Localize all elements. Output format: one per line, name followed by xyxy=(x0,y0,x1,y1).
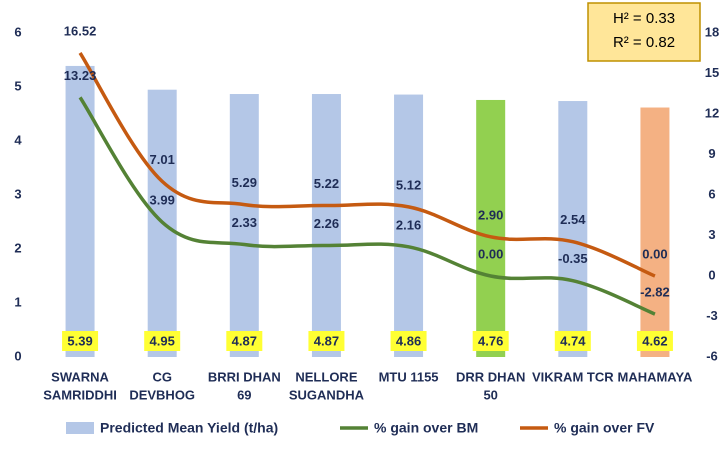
y2-tick-label: 6 xyxy=(708,186,715,201)
value-label-box xyxy=(636,331,673,351)
value-label: 7.01 xyxy=(150,152,175,167)
y-tick-label: 6 xyxy=(14,24,21,39)
y2-tick-label: 12 xyxy=(705,105,719,120)
value-label-box xyxy=(144,331,181,351)
x-tick-label: CG xyxy=(152,369,172,384)
y-tick-label: 5 xyxy=(14,78,21,93)
x-tick-label: SUGANDHA xyxy=(289,387,365,402)
value-label: -0.35 xyxy=(558,251,588,266)
x-tick-label: SAMRIDDHI xyxy=(43,387,117,402)
value-label: 4.74 xyxy=(560,333,586,348)
bar xyxy=(558,101,588,357)
value-label: 0.00 xyxy=(642,246,667,261)
legend-label: Predicted Mean Yield (t/ha) xyxy=(100,420,278,436)
value-label: 5.29 xyxy=(232,175,257,190)
value-label: 4.62 xyxy=(642,333,667,348)
y-tick-label: 2 xyxy=(14,240,21,255)
y2-tick-label: 3 xyxy=(708,227,715,242)
value-label: 3.99 xyxy=(150,193,175,208)
y-tick-label: 4 xyxy=(14,132,22,147)
y-tick-label: 0 xyxy=(14,348,21,363)
y2-tick-label: 18 xyxy=(705,24,719,39)
value-label-box xyxy=(554,331,591,351)
annotation-box xyxy=(587,2,701,62)
value-label: 2.16 xyxy=(396,217,421,232)
value-label: 5.39 xyxy=(67,333,92,348)
bar xyxy=(640,107,670,358)
value-label: 16.52 xyxy=(64,23,97,38)
y2-tick-label: -6 xyxy=(706,348,718,363)
value-label: 0.00 xyxy=(478,246,503,261)
bar xyxy=(311,94,341,358)
x-tick-label: 50 xyxy=(483,387,497,402)
x-tick-label: BRRI DHAN xyxy=(208,369,281,384)
value-label: -2.82 xyxy=(640,285,670,300)
value-label: 2.54 xyxy=(560,212,586,227)
y2-tick-label: -3 xyxy=(706,308,718,323)
line xyxy=(78,52,656,278)
x-tick-label: DEVBHOG xyxy=(129,387,195,402)
x-tick-label: NELLORE xyxy=(295,369,357,384)
value-label: 4.87 xyxy=(314,333,339,348)
value-label: 5.12 xyxy=(396,177,421,192)
value-label-box xyxy=(62,331,99,351)
value-label: 4.76 xyxy=(478,333,503,348)
y2-tick-label: 0 xyxy=(708,267,715,282)
x-tick-label: VIKRAM TCR xyxy=(532,369,614,384)
x-tick-label: MTU 1155 xyxy=(379,369,439,384)
value-label-box xyxy=(226,331,263,351)
annotation: H² = 0.33 xyxy=(613,10,675,27)
value-label: 4.86 xyxy=(396,333,421,348)
annotation: R² = 0.82 xyxy=(613,34,675,51)
bar xyxy=(229,94,259,358)
x-tick-label: MAHAMAYA xyxy=(617,369,692,384)
legend-label: % gain over FV xyxy=(554,420,655,436)
bar xyxy=(65,65,95,357)
value-label: 4.95 xyxy=(150,333,175,348)
y2-tick-label: 9 xyxy=(708,146,715,161)
value-label: 13.23 xyxy=(64,68,97,83)
value-label: 4.87 xyxy=(232,333,257,348)
value-label-box xyxy=(308,331,345,351)
bar xyxy=(394,94,424,357)
line xyxy=(78,96,656,316)
value-label-box xyxy=(390,331,427,351)
value-label: 5.22 xyxy=(314,176,339,191)
x-tick-label: SWARNA xyxy=(51,369,109,384)
bar xyxy=(476,99,506,358)
x-tick-label: 69 xyxy=(237,387,251,402)
value-label: 2.26 xyxy=(314,216,339,231)
value-label: 2.90 xyxy=(478,207,503,222)
x-tick-label: DRR DHAN xyxy=(456,369,525,384)
y-tick-label: 1 xyxy=(14,294,21,309)
value-label-box xyxy=(472,331,509,351)
y2-tick-label: 15 xyxy=(705,65,719,80)
y-tick-label: 3 xyxy=(14,186,21,201)
value-label: 2.33 xyxy=(232,215,257,230)
legend-label: % gain over BM xyxy=(374,420,478,436)
legend-swatch xyxy=(66,422,94,434)
